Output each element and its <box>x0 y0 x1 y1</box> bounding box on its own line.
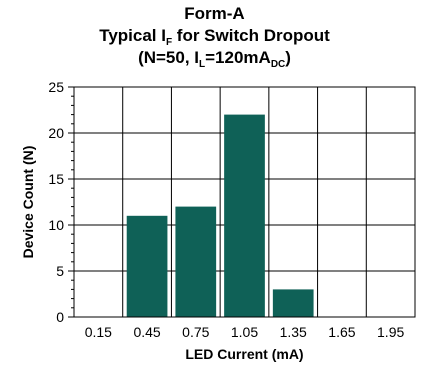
x-tick-label: 0.45 <box>133 324 160 340</box>
x-tick-label: 1.95 <box>377 324 404 340</box>
y-tick-label: 0 <box>56 309 64 325</box>
chart-title-line2: Typical IF for Switch Dropout <box>99 26 330 48</box>
bar-0.45 <box>126 215 168 317</box>
x-axis-label: LED Current (mA) <box>185 346 303 362</box>
plot-frame <box>73 86 416 318</box>
x-tick-label: 1.65 <box>328 324 355 340</box>
chart-title-line1: Form-A <box>184 4 245 23</box>
y-tick-label: 20 <box>48 125 64 141</box>
y-tick-label: 15 <box>48 171 64 187</box>
x-tick-label: 1.05 <box>231 324 258 340</box>
x-tick-label: 0.15 <box>85 324 112 340</box>
bar-0.75 <box>175 206 217 317</box>
y-axis-label: Device Count (N) <box>20 146 36 259</box>
y-tick-labels: 0 5 10 15 20 25 <box>48 79 64 325</box>
bars-group <box>126 114 314 317</box>
x-tick-label: 1.35 <box>280 324 307 340</box>
axes-group <box>68 86 416 318</box>
bar-1.35 <box>272 289 314 317</box>
y-tick-label: 25 <box>48 79 64 95</box>
chart-title-line3: (N=50, IL=120mADC) <box>138 48 291 70</box>
bar-1.05 <box>224 114 265 317</box>
x-tick-labels: 0.15 0.45 0.75 1.05 1.35 1.65 1.95 <box>85 324 405 340</box>
y-tick-label: 5 <box>56 263 64 279</box>
x-tick-label: 0.75 <box>182 324 209 340</box>
y-tick-label: 10 <box>48 217 64 233</box>
